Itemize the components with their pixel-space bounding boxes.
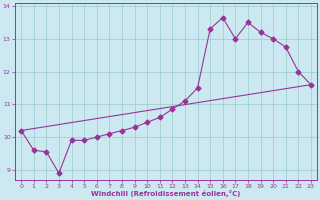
X-axis label: Windchill (Refroidissement éolien,°C): Windchill (Refroidissement éolien,°C) <box>91 190 241 197</box>
